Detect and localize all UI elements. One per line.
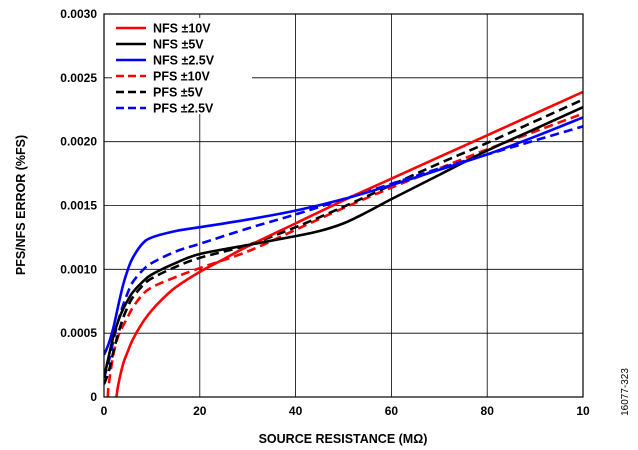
x-tick-label: 60 <box>385 404 399 418</box>
series-line-nfs-2-5v <box>104 116 583 356</box>
y-tick-label: 0.0010 <box>60 262 97 276</box>
series-line-nfs-5v <box>104 106 583 379</box>
legend-entry: PFS ±5V <box>153 86 204 100</box>
legend-entry: PFS ±2.5V <box>153 102 214 116</box>
x-tick-label: 80 <box>481 404 495 418</box>
y-tick-label: 0.0015 <box>60 199 97 213</box>
x-tick-label: 20 <box>193 404 207 418</box>
legend-entry: NFS ±5V <box>153 38 204 52</box>
y-tick-label: 0.0020 <box>60 135 97 149</box>
x-tick-labels: 0 20 40 60 80 10 <box>101 404 590 418</box>
series-layer <box>104 90 583 397</box>
x-tick-label: 0 <box>101 404 108 418</box>
legend: NFS ±10V NFS ±5V NFS ±2.5V PFS ±10V PFS ±5V P… <box>112 18 252 116</box>
legend-entry: NFS ±2.5V <box>153 54 215 68</box>
legend-entry: NFS ±10V <box>153 22 211 36</box>
x-tick-label: 10 <box>576 404 590 418</box>
y-tick-label: 0.0005 <box>60 326 97 340</box>
x-tick-label: 40 <box>289 404 303 418</box>
x-axis-label: SOURCE RESISTANCE (MΩ) <box>259 432 428 446</box>
legend-entry: PFS ±10V <box>153 70 211 84</box>
y-tick-label: 0.0025 <box>60 71 97 85</box>
y-axis-label: PFS/NFS ERROR (%FS) <box>14 135 28 275</box>
y-tick-labels: 0 0.0005 0.0010 0.0015 0.0020 0.0025 0.0030 <box>60 7 97 404</box>
series-line-pfs-5v <box>104 98 583 385</box>
figure-id: 16077-323 <box>620 368 631 416</box>
y-tick-label: 0.0030 <box>60 7 97 21</box>
y-tick-label: 0 <box>90 390 97 404</box>
plot-frame <box>103 13 584 398</box>
series-line-nfs-10v <box>115 90 583 397</box>
legend-background <box>112 18 252 114</box>
